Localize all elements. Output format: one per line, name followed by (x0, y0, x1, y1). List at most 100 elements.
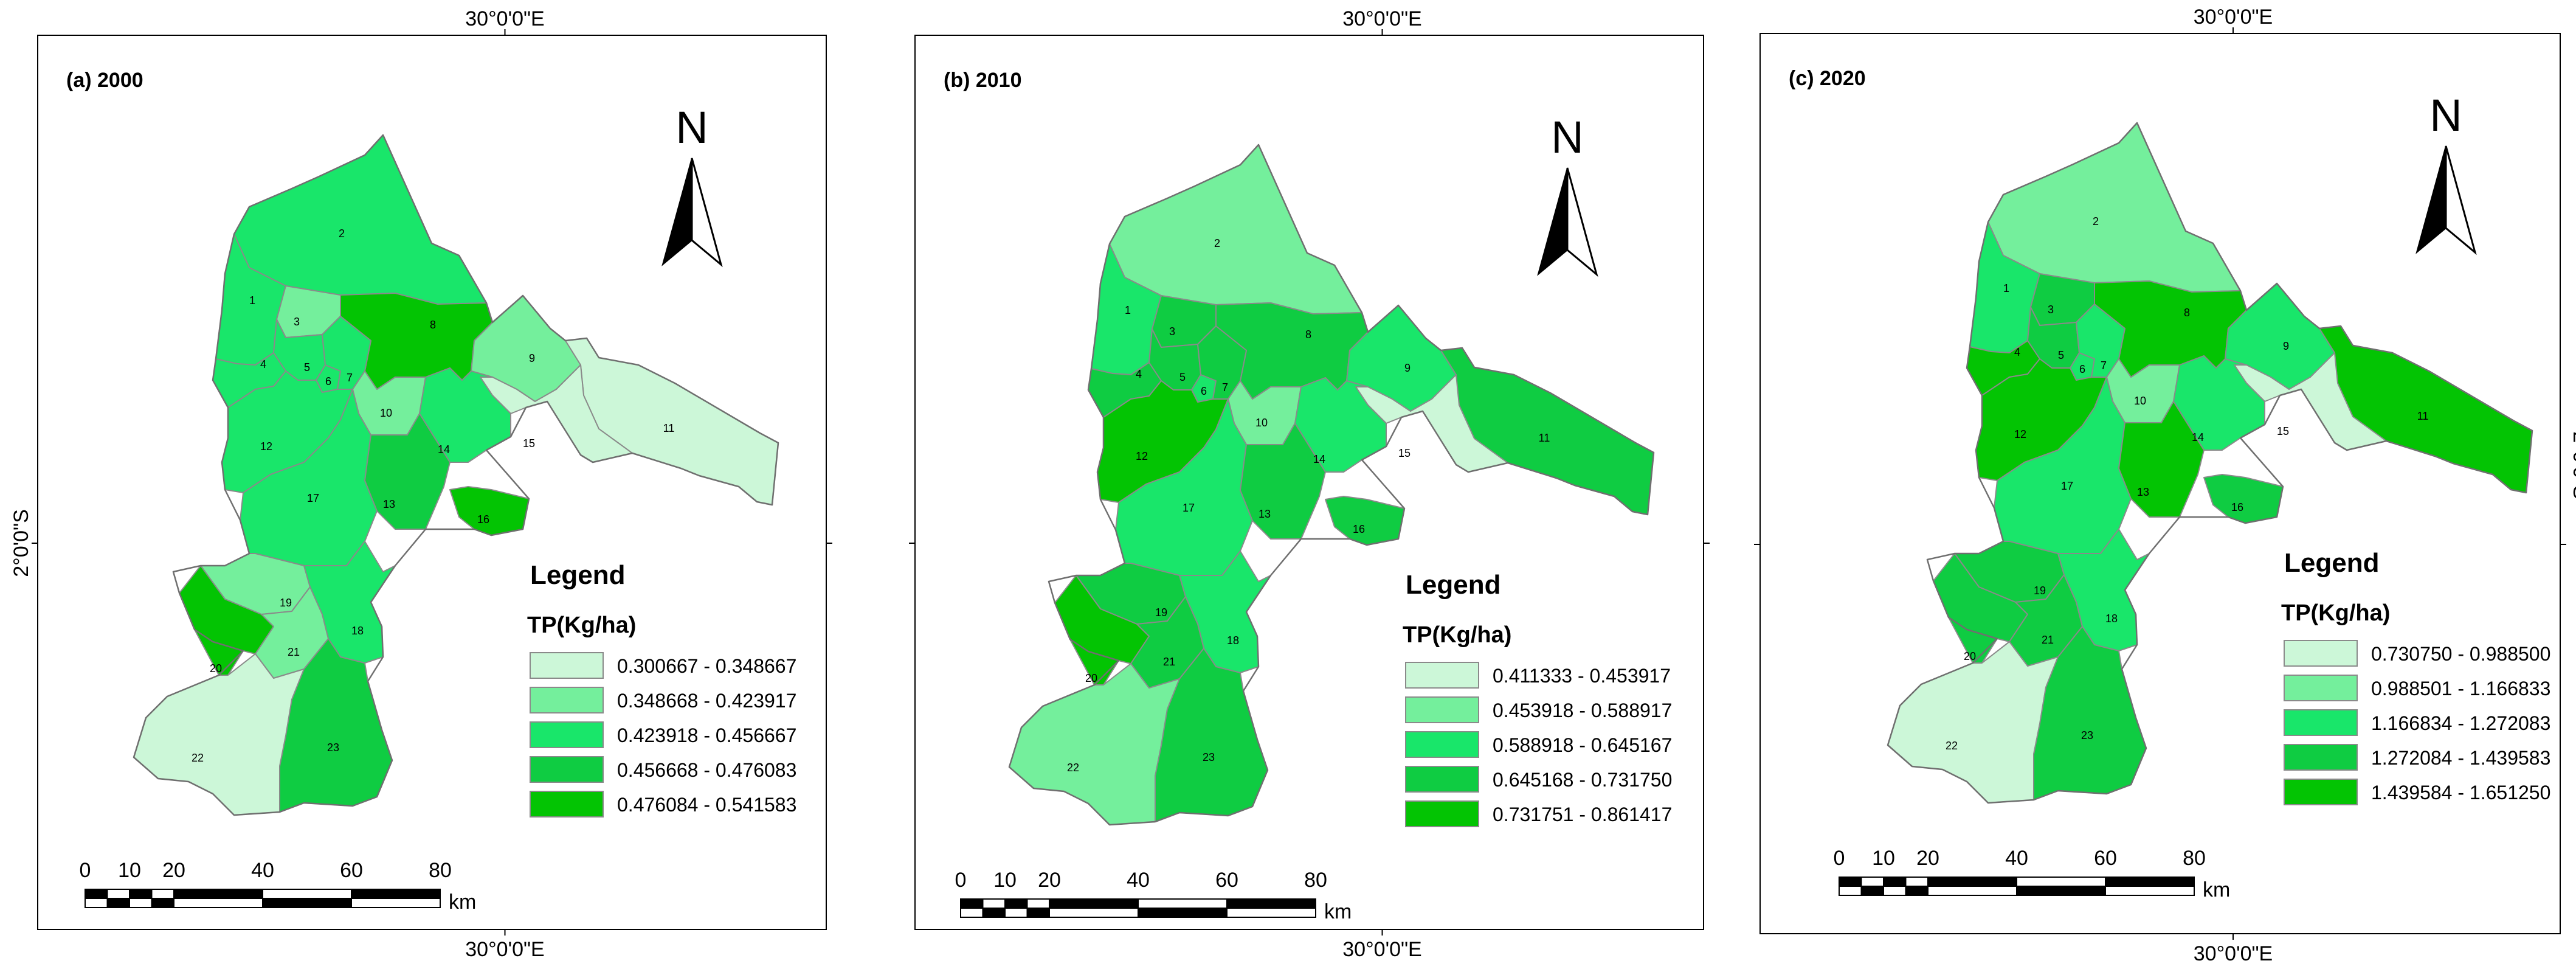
subbasin-label-19: 19 (280, 597, 292, 609)
scale-seg-top-6 (1226, 898, 1316, 909)
legend-subtitle: TP(Kg/ha) (1403, 622, 1511, 648)
subbasin-label-3: 3 (1169, 325, 1175, 338)
subbasin-label-11: 11 (663, 422, 675, 434)
scale-seg-top-4 (173, 889, 263, 899)
scale-seg-top-5 (1138, 898, 1228, 909)
subbasin-label-21: 21 (1163, 656, 1175, 668)
subbasin-label-5: 5 (2058, 349, 2064, 361)
subbasin-label-7: 7 (2101, 359, 2107, 372)
legend-item-1: 0.300667 - 0.348667 (617, 655, 796, 677)
scale-seg-bottom-4 (1927, 886, 2017, 896)
subbasin-label-21: 21 (2042, 634, 2054, 646)
subbasin-13 (1240, 423, 1326, 540)
north-arrow: N (2415, 90, 2477, 255)
subbasin-label-4: 4 (1136, 368, 1142, 380)
legend-item-5: 0.731751 - 0.861417 (1493, 804, 1672, 825)
subbasin-label-11: 11 (2417, 410, 2429, 422)
scale-seg-bottom-0 (85, 898, 108, 908)
subbasin-label-17: 17 (2061, 480, 2073, 492)
scale-seg-bottom-5 (2016, 886, 2106, 896)
legend-item-1: 0.730750 - 0.988500 (2371, 643, 2550, 665)
subbasin-label-17: 17 (307, 492, 319, 504)
legend-item-1: 0.411333 - 0.453917 (1493, 665, 1671, 687)
subbasin-label-8: 8 (430, 319, 436, 331)
legend-item-4: 0.645168 - 0.731750 (1493, 769, 1672, 791)
scale-seg-top-0 (960, 898, 984, 909)
subbasin-22 (1009, 663, 1180, 825)
scale-seg-bottom-2 (1004, 908, 1028, 918)
scale-unit: km (449, 890, 476, 914)
scale-tick-40: 40 (2005, 847, 2028, 870)
legend-swatch-3 (1405, 731, 1479, 758)
legend-swatch-4 (530, 756, 604, 783)
subbasin-label-5: 5 (1179, 371, 1186, 383)
subbasin-label-20: 20 (1085, 672, 1097, 684)
legend-item-2: 0.348668 - 0.423917 (617, 690, 796, 712)
longitude-label-top: 30°0'0"E (2194, 5, 2273, 29)
subbasin-label-12: 12 (260, 440, 272, 453)
subbasin-label-13: 13 (2137, 486, 2149, 498)
subbasin-label-18: 18 (351, 625, 364, 637)
subbasin-label-9: 9 (1404, 362, 1411, 374)
longitude-label-bottom: 30°0'0"E (1342, 938, 1421, 961)
scale-bar: 0 10 20 40 60 80 km (1834, 847, 2231, 901)
north-arrow-right (691, 158, 723, 268)
subbasin-label-22: 22 (1946, 740, 1958, 752)
scale-seg-bottom-5 (1138, 908, 1228, 918)
scale-tick-60: 60 (2094, 847, 2117, 870)
legend-swatch-3 (2284, 709, 2358, 736)
scale-seg-top-1 (106, 889, 130, 899)
subbasin-label-23: 23 (327, 741, 339, 754)
scale-seg-top-6 (351, 889, 441, 899)
scale-seg-bottom-1 (106, 898, 130, 908)
scale-seg-top-6 (2105, 877, 2195, 887)
scale-seg-top-0 (1839, 877, 1862, 887)
subbasin-label-4: 4 (260, 358, 266, 370)
legend-swatch-5 (2284, 779, 2358, 805)
scale-tick-0: 0 (80, 859, 91, 882)
scale-bar: 0 10 20 40 60 80 km (955, 869, 1352, 923)
scale-seg-top-2 (1883, 877, 1907, 887)
subbasin-22 (133, 653, 305, 816)
basin-outline (1008, 144, 1655, 826)
legend-swatch-5 (1405, 800, 1479, 827)
scale-seg-top-2 (129, 889, 153, 899)
subbasin-label-6: 6 (2079, 363, 2085, 375)
subbasin-label-8: 8 (1305, 328, 1311, 341)
scale-seg-top-2 (1004, 898, 1028, 909)
subbasin-label-12: 12 (2014, 428, 2026, 440)
north-arrow-left (2415, 145, 2447, 254)
scale-seg-bottom-2 (129, 898, 153, 908)
subbasin-label-19: 19 (1155, 606, 1167, 619)
subbasin-label-14: 14 (2192, 431, 2204, 443)
scale-seg-bottom-1 (1860, 886, 1884, 896)
longitude-label-bottom: 30°0'0"E (465, 938, 544, 961)
subbasin-label-9: 9 (529, 352, 535, 364)
legend: Legend TP(Kg/ha) 0.411333 - 0.453917 0.4539… (1403, 570, 1672, 827)
subbasin-16 (449, 486, 530, 536)
subbasin-label-17: 17 (1183, 502, 1195, 514)
scale-seg-bottom-0 (960, 908, 984, 918)
scale-tick-80: 80 (1304, 869, 1327, 892)
subbasin-22 (1887, 641, 2059, 804)
scale-seg-bottom-6 (2105, 886, 2195, 896)
scale-seg-top-1 (1860, 877, 1884, 887)
scale-tick-10: 10 (993, 869, 1017, 892)
scale-unit: km (2203, 878, 2230, 901)
subbasin-label-2: 2 (1214, 237, 1220, 249)
legend-title: Legend (1406, 570, 1500, 600)
subbasin-label-15: 15 (523, 437, 535, 450)
legend-swatch-4 (2284, 744, 2358, 771)
scale-seg-bottom-2 (1883, 886, 1907, 896)
legend-swatch-1 (1405, 662, 1479, 689)
legend: Legend TP(Kg/ha) 0.730750 - 0.988500 0.9885… (2281, 548, 2550, 805)
north-arrow-left (1537, 167, 1568, 276)
legend: Legend TP(Kg/ha) 0.300667 - 0.348667 0.3486… (527, 560, 796, 818)
subbasin-label-2: 2 (2093, 215, 2099, 227)
subbasin-label-23: 23 (2081, 729, 2093, 741)
scale-seg-bottom-3 (1026, 908, 1050, 918)
subbasin-label-18: 18 (2105, 613, 2118, 625)
subbasin-label-13: 13 (1259, 508, 1271, 520)
